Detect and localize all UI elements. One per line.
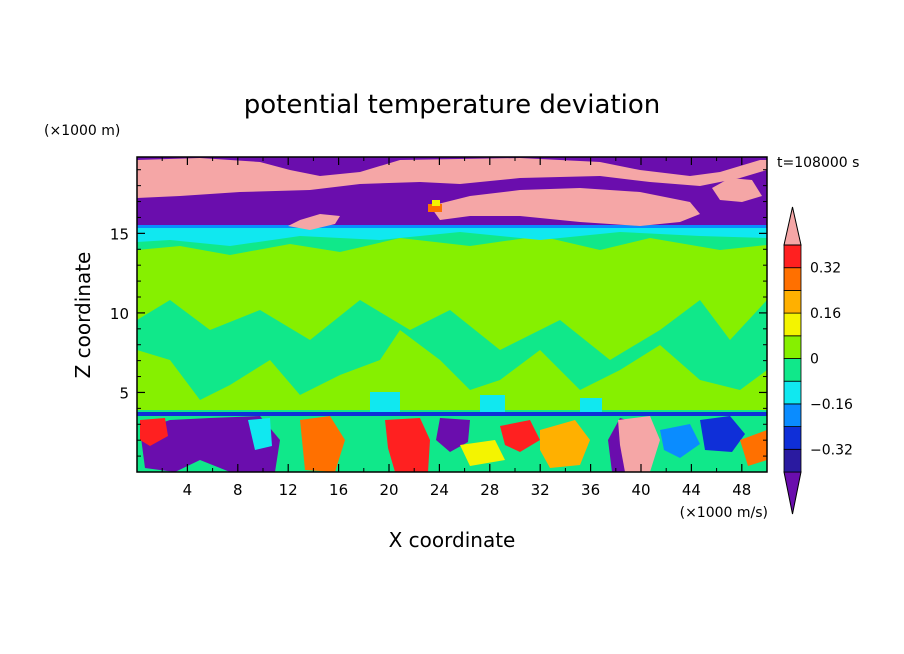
colorbar-segment — [783, 426, 802, 450]
field-upper-pink-1 — [137, 158, 767, 198]
colorbar-tick-label: −0.32 — [810, 442, 853, 458]
colorbar-segment — [783, 403, 802, 427]
colorbar-segment — [783, 358, 802, 382]
field-bl-divider — [137, 412, 767, 416]
colorbar-segment — [783, 312, 802, 337]
colorbar-min-triangle — [783, 471, 802, 515]
x-tick-label: 32 — [531, 481, 550, 499]
field-bl-cyan-right — [660, 424, 700, 458]
x-axis-ticks: 4 8 12 16 20 24 28 32 36 40 44 48 — [161, 157, 751, 499]
y-tick-label: 10 — [110, 305, 129, 323]
colorbar-segment — [783, 244, 802, 269]
plot-frame — [136, 156, 768, 473]
colorbar-tick-label: −0.16 — [810, 397, 853, 413]
field-upper-orange — [428, 204, 442, 212]
field-blue-line — [137, 224, 767, 228]
x-tick-label: 20 — [379, 481, 398, 499]
field-bl-blue-right — [700, 416, 745, 452]
field-cyan-band — [137, 226, 767, 246]
colorbar-max-triangle — [783, 206, 802, 246]
y-axis-ticks: 5 10 15 — [110, 169, 767, 457]
x-tick-label: 44 — [682, 481, 701, 499]
x-tick-label: 48 — [732, 481, 751, 499]
colorbar-segment — [783, 380, 802, 405]
field-bl-red-2 — [300, 416, 345, 472]
field-bl-pink — [618, 416, 660, 472]
field-bl-purple-left — [140, 416, 280, 472]
colorbar-segment — [783, 448, 802, 473]
field-lime-lower — [137, 330, 767, 410]
field-upper-pink-2 — [430, 188, 700, 226]
colorbar-segment — [783, 267, 802, 291]
x-axis-label: X coordinate — [389, 528, 516, 552]
x-tick-label: 12 — [279, 481, 298, 499]
colorbar-segment — [783, 335, 802, 359]
x-tick-label: 28 — [480, 481, 499, 499]
field-bl-yellow — [460, 440, 505, 466]
field-cyan-bit — [580, 398, 602, 412]
time-label: t=108000 s — [777, 155, 859, 171]
field-bl-purple-mid — [436, 418, 470, 452]
x-tick-label: 24 — [430, 481, 449, 499]
field-cyan-bits — [370, 392, 400, 412]
chart-title: potential temperature deviation — [244, 90, 660, 120]
field-upper-yellow — [432, 200, 440, 206]
field-cyan-bit — [480, 395, 505, 413]
field-bl-red-3 — [500, 420, 540, 452]
x-tick-label: 16 — [329, 481, 348, 499]
plot-area — [137, 157, 767, 472]
x-tick-label: 36 — [581, 481, 600, 499]
colorbar-tick-label: 0 — [810, 352, 819, 368]
y-tick-label: 5 — [119, 384, 129, 402]
x-tick-label: 8 — [233, 481, 243, 499]
colorbar-tick-label: 0.32 — [810, 261, 841, 277]
x-tick-label: 4 — [183, 481, 193, 499]
field-bl-orange-far — [740, 430, 767, 466]
colorbar-tick-label: 0.16 — [810, 306, 841, 322]
x-unit-label: (×1000 m/s) — [680, 505, 768, 521]
colorbar: 0.32 0.16 0 −0.16 −0.32 — [783, 206, 853, 515]
field-lime-patches — [137, 236, 767, 360]
field-bl-cyan-left — [248, 418, 272, 450]
field-upper-pink-4 — [712, 178, 762, 202]
colorbar-segment — [783, 289, 802, 314]
field-bl-orange-4 — [540, 420, 590, 468]
y-tick-label: 15 — [110, 225, 129, 243]
y-unit-label: (×1000 m) — [44, 123, 120, 139]
field-bl-red-left — [140, 418, 168, 446]
x-tick-label: 40 — [631, 481, 650, 499]
field-bl-red-1 — [385, 418, 430, 472]
field-upper-pink-3 — [288, 214, 340, 230]
y-axis-label: Z coordinate — [71, 252, 95, 379]
